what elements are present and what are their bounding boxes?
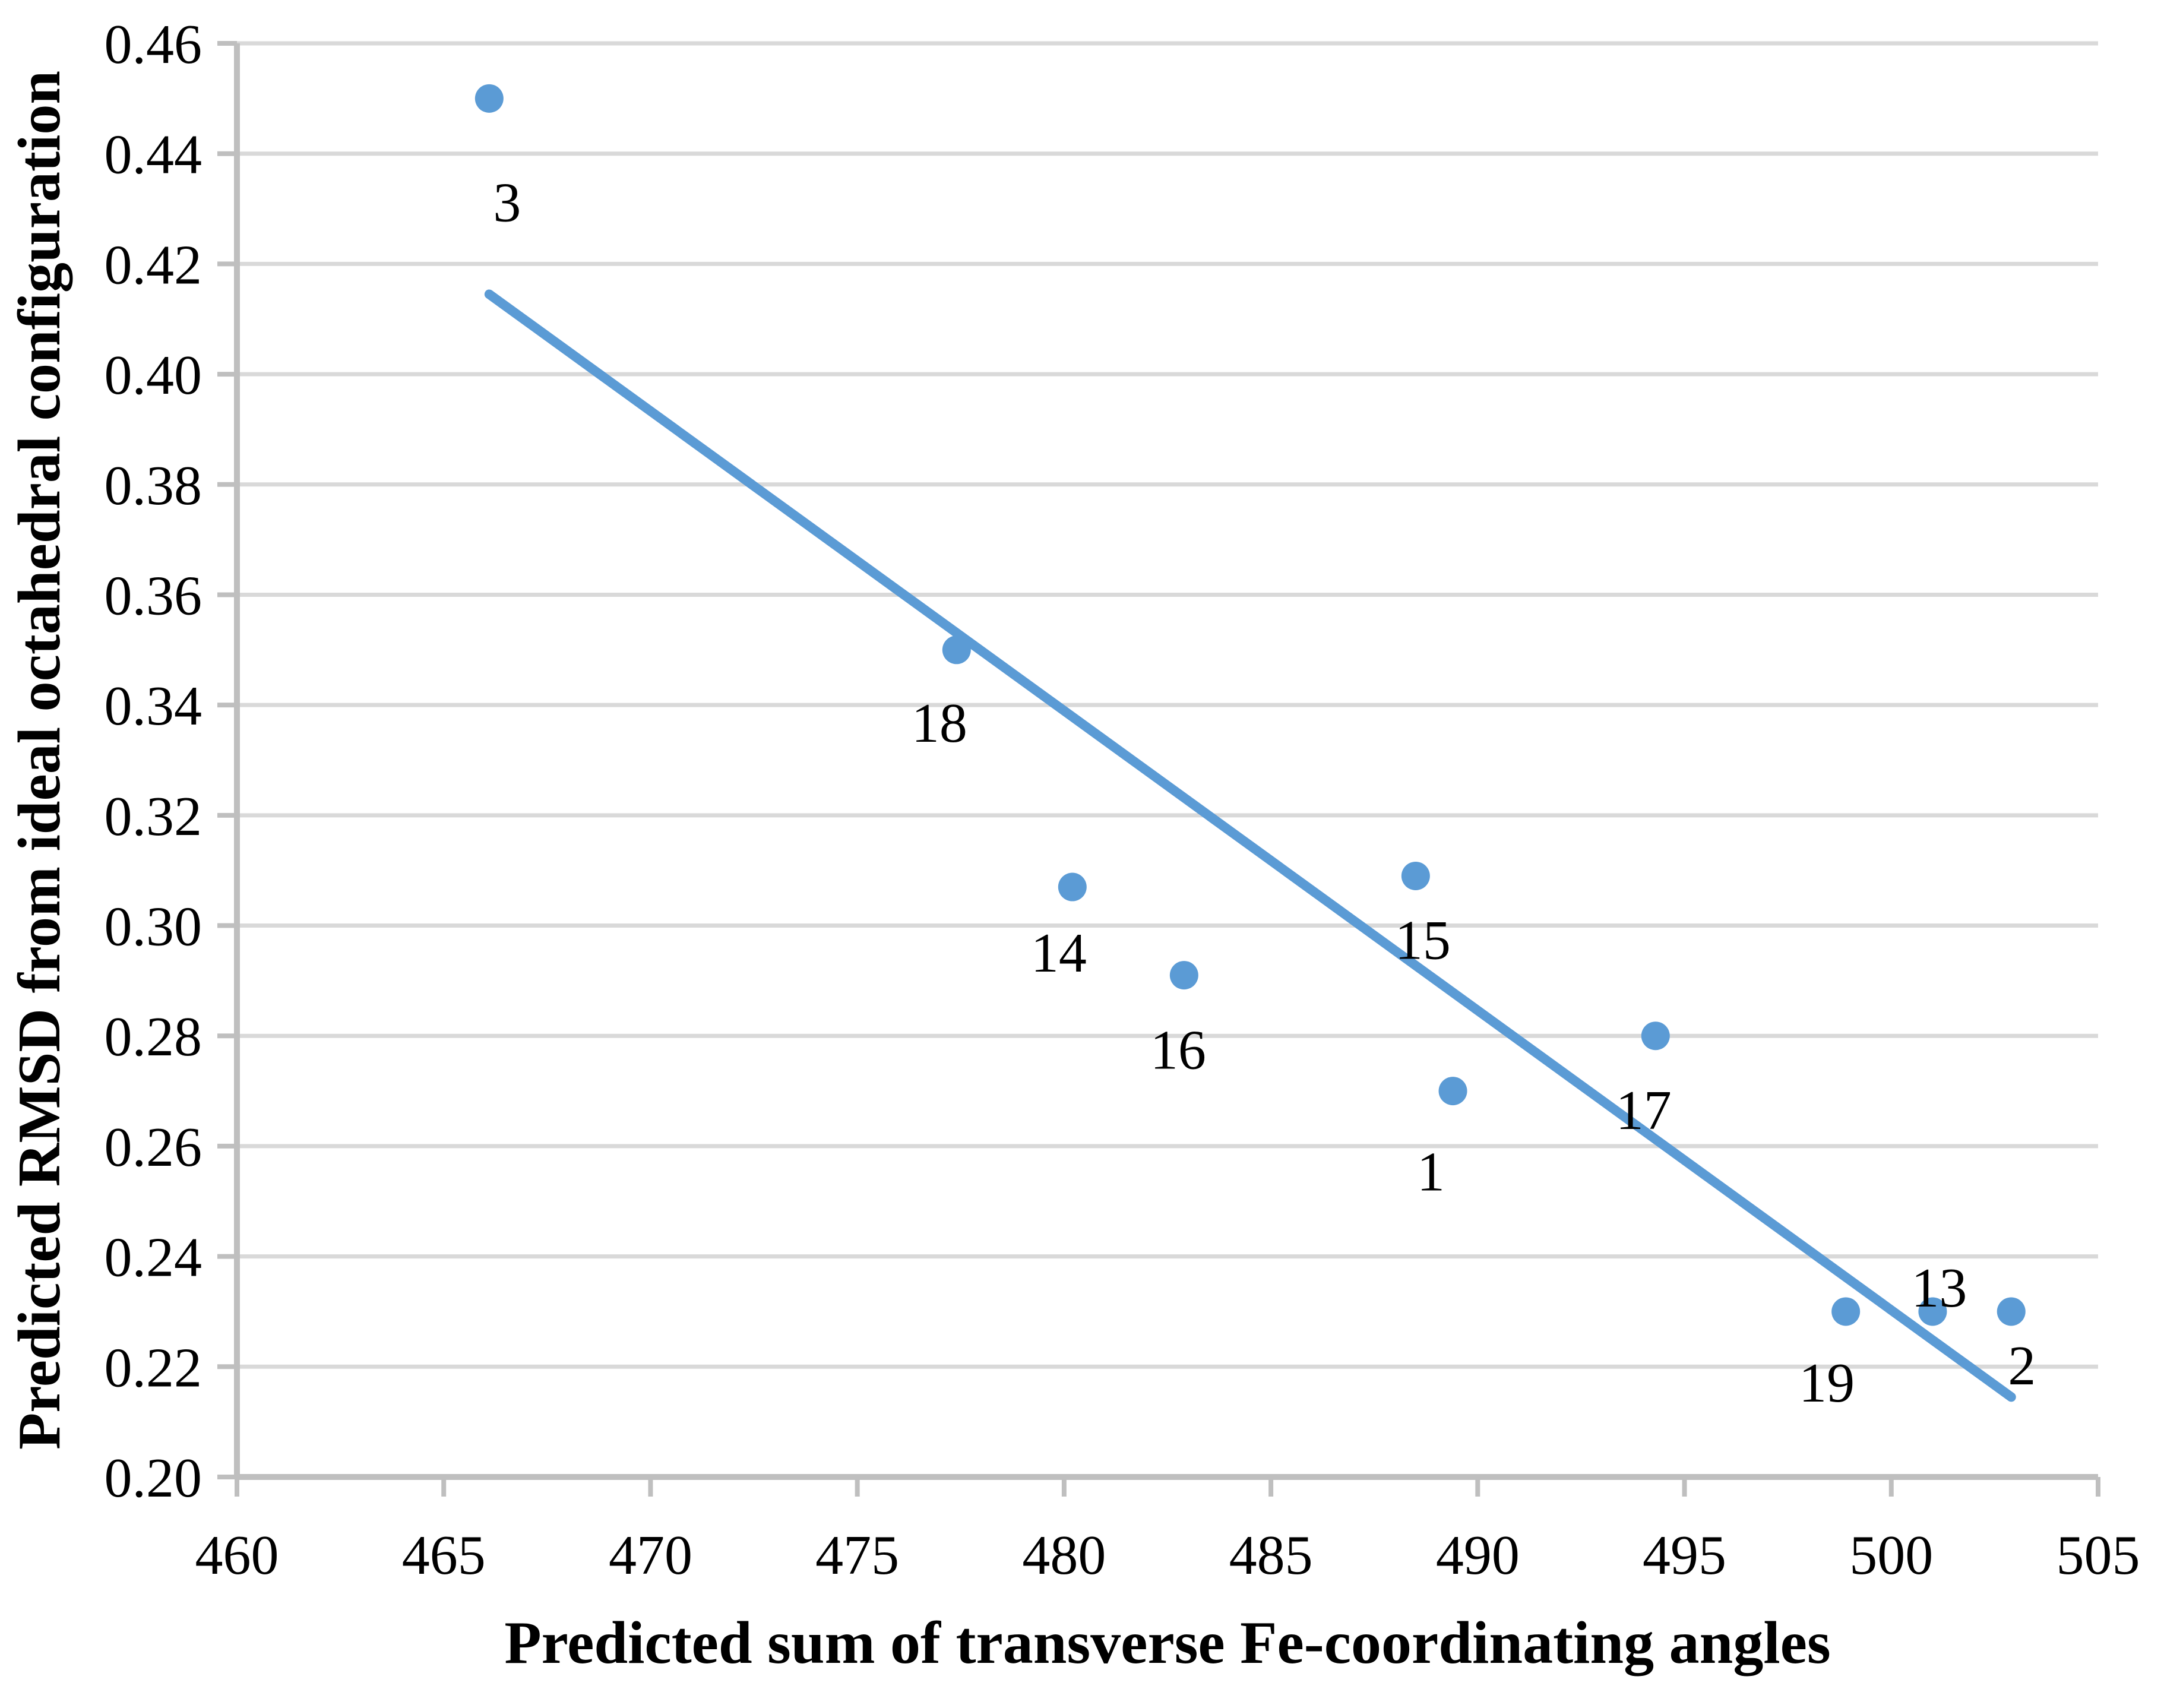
point-label-15: 15 bbox=[1395, 910, 1451, 972]
y-tick-label: 0.36 bbox=[105, 565, 203, 627]
point-label-19: 19 bbox=[1799, 1352, 1855, 1414]
data-point-19 bbox=[1831, 1297, 1861, 1326]
x-tick-label: 475 bbox=[815, 1524, 899, 1586]
gridlines-layer bbox=[237, 41, 2098, 1479]
y-tick-label: 0.42 bbox=[105, 234, 203, 296]
x-tick-label: 480 bbox=[1022, 1524, 1106, 1586]
point-label-2: 2 bbox=[2008, 1335, 2036, 1397]
data-point-14 bbox=[1058, 872, 1087, 902]
x-tick-label: 495 bbox=[1643, 1524, 1726, 1586]
data-point-15 bbox=[1401, 861, 1430, 890]
x-tick-label: 460 bbox=[195, 1524, 279, 1586]
trendline-layer bbox=[484, 289, 2016, 1402]
data-point-18 bbox=[942, 635, 971, 665]
y-tick-label: 0.24 bbox=[105, 1227, 203, 1289]
point-label-16: 16 bbox=[1150, 1020, 1206, 1081]
y-tick-label: 0.28 bbox=[105, 1006, 203, 1068]
data-point-1 bbox=[1438, 1077, 1467, 1106]
y-tick-label: 0.26 bbox=[105, 1116, 203, 1178]
point-label-13: 13 bbox=[1911, 1257, 1967, 1319]
x-tick-label: 505 bbox=[2057, 1524, 2140, 1586]
data-points-layer bbox=[474, 84, 2026, 1326]
point-label-18: 18 bbox=[912, 692, 967, 754]
x-axis-title: Predicted sum of transverse Fe-coordinat… bbox=[504, 1609, 1830, 1677]
trend-line bbox=[484, 289, 2016, 1402]
y-tick-label: 0.38 bbox=[105, 455, 203, 517]
y-tick-label: 0.34 bbox=[105, 675, 203, 737]
y-tick-label: 0.40 bbox=[105, 344, 203, 406]
point-label-3: 3 bbox=[493, 172, 521, 233]
x-tick-label: 485 bbox=[1229, 1524, 1313, 1586]
y-tick-label: 0.22 bbox=[105, 1337, 203, 1399]
point-label-1: 1 bbox=[1417, 1141, 1445, 1203]
tick-labels-layer: 0.20 0.22 0.24 0.26 0.28 0.30 0.32 0.34 0.36 0.38… bbox=[105, 14, 2140, 1586]
y-tick-label: 0.20 bbox=[105, 1447, 203, 1509]
data-point-13 bbox=[1918, 1297, 1947, 1326]
x-tick-label: 500 bbox=[1849, 1524, 1933, 1586]
data-point-3 bbox=[474, 84, 504, 113]
axes-layer bbox=[217, 41, 2100, 1497]
y-tick-label: 0.44 bbox=[105, 124, 203, 186]
point-labels-layer: 3 18 14 16 15 1 17 19 13 2 bbox=[493, 172, 2036, 1414]
x-tick-label: 490 bbox=[1436, 1524, 1520, 1586]
x-tick-label: 470 bbox=[609, 1524, 692, 1586]
x-tick-label: 465 bbox=[402, 1524, 486, 1586]
data-point-16 bbox=[1169, 961, 1198, 990]
data-point-17 bbox=[1641, 1021, 1670, 1051]
y-tick-label: 0.32 bbox=[105, 786, 203, 847]
point-label-14: 14 bbox=[1031, 922, 1087, 984]
y-axis-title: Predicted RMSD from ideal octahedral con… bbox=[6, 71, 73, 1450]
y-tick-label: 0.30 bbox=[105, 896, 203, 958]
point-label-17: 17 bbox=[1616, 1080, 1672, 1141]
data-point-2 bbox=[1997, 1297, 2026, 1326]
y-tick-label: 0.46 bbox=[105, 14, 203, 75]
